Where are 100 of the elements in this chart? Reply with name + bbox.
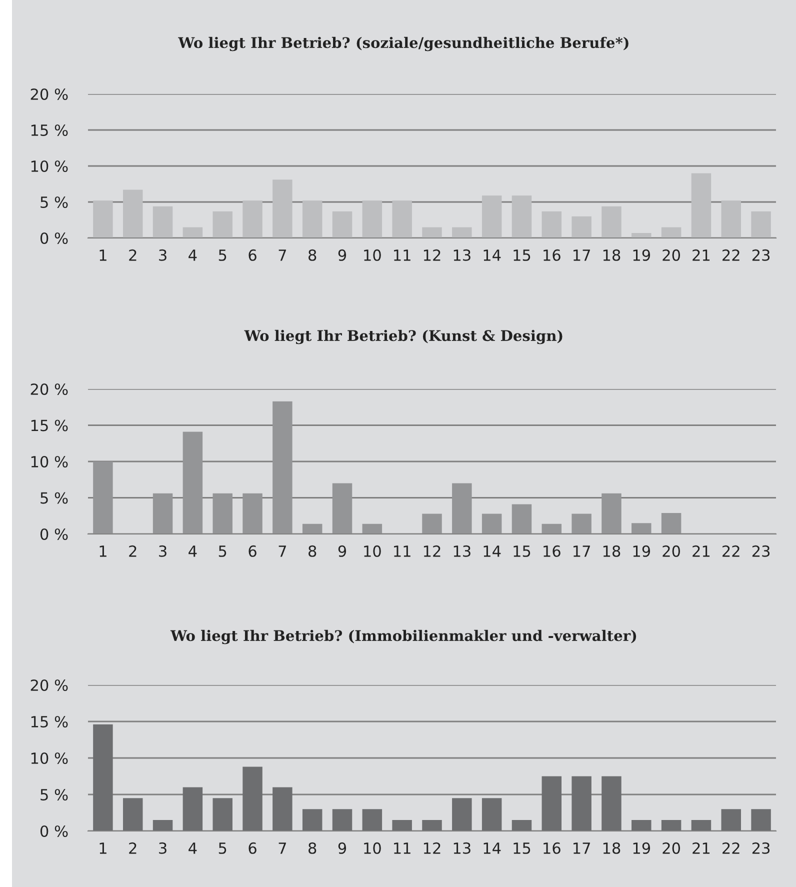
y-tick-label: 20 % [30, 88, 68, 100]
bar [212, 493, 232, 534]
x-tick-label: 15 [514, 546, 530, 557]
y-tick-label: 5 % [40, 196, 68, 208]
bar [422, 227, 442, 238]
bar [632, 523, 652, 534]
x-tick-label: 13 [454, 842, 470, 854]
bar [242, 200, 262, 238]
y-tick-label: 0 % [40, 232, 68, 244]
bar [482, 196, 502, 238]
x-tick-label: 5 [218, 842, 226, 854]
x-tick-label: 23 [752, 249, 770, 261]
bar [721, 809, 741, 831]
x-tick-label: 18 [603, 545, 620, 557]
x-tick-label: 21 [692, 842, 710, 854]
x-tick-label: 4 [188, 546, 197, 557]
bar [123, 190, 143, 238]
y-tick-label: 15 % [31, 420, 68, 432]
bar [332, 211, 352, 238]
bar [691, 173, 712, 238]
x-tick-label: 23 [752, 842, 770, 854]
x-tick-label: 6 [248, 842, 256, 854]
x-tick-label: 17 [574, 250, 590, 261]
chart-title: Wo liegt Ihr Betrieb? (Immobilienmakler und -verwalter) [170, 630, 636, 644]
bar [123, 798, 143, 831]
y-tick-label: 15 % [31, 716, 68, 728]
x-tick-label: 16 [544, 249, 560, 261]
x-tick-label: 12 [424, 249, 440, 261]
x-tick-label: 21 [692, 545, 710, 557]
x-tick-label: 3 [159, 842, 166, 854]
x-tick-label: 2 [129, 842, 136, 854]
bar [691, 820, 712, 831]
bar [542, 211, 562, 238]
bar [182, 432, 203, 534]
bar [272, 180, 292, 238]
bar [152, 493, 173, 534]
x-tick-label: 7 [278, 842, 286, 854]
x-tick-label: 9 [338, 545, 346, 557]
x-tick-label: 5 [218, 250, 226, 261]
x-tick-label: 19 [633, 842, 650, 854]
bar [572, 216, 592, 238]
bar [152, 206, 173, 238]
bar [93, 462, 113, 534]
bar [332, 809, 352, 831]
bar [152, 820, 173, 831]
x-tick-label: 9 [338, 249, 346, 261]
bar [602, 776, 622, 831]
bar [302, 200, 322, 238]
x-tick-label: 17 [574, 842, 590, 854]
bar [632, 232, 652, 238]
y-tick-label: 15 % [31, 124, 68, 136]
x-tick-label: 1 [100, 546, 106, 557]
x-tick-label: 10 [364, 249, 381, 261]
x-tick-label: 10 [364, 545, 381, 557]
x-tick-label: 16 [544, 842, 560, 854]
x-tick-label: 18 [603, 842, 620, 854]
x-tick-label: 1 [100, 250, 106, 261]
bar [422, 514, 442, 534]
x-tick-label: 6 [248, 545, 256, 557]
x-tick-label: 14 [484, 842, 501, 854]
x-tick-label: 5 [218, 546, 226, 557]
x-tick-label: 12 [424, 545, 440, 557]
x-tick-label: 2 [129, 545, 136, 557]
x-tick-label: 8 [308, 249, 316, 261]
y-tick-label: 10 % [31, 752, 68, 764]
bar [512, 820, 532, 831]
bar [602, 206, 622, 238]
bar [392, 200, 412, 238]
y-tick-label: 10 % [31, 160, 68, 172]
x-tick-label: 23 [752, 545, 770, 557]
bar [721, 200, 741, 238]
x-tick-label: 11 [394, 842, 410, 854]
x-tick-label: 16 [544, 545, 560, 557]
bar [212, 798, 232, 831]
bar [242, 766, 262, 831]
x-tick-label: 20 [662, 842, 680, 854]
y-tick-label: 0 % [40, 825, 68, 838]
bar [661, 512, 682, 534]
x-tick-label: 19 [633, 249, 650, 261]
x-tick-label: 8 [308, 545, 316, 557]
x-tick-label: 7 [278, 546, 286, 557]
x-tick-label: 14 [484, 546, 501, 557]
x-tick-label: 4 [188, 250, 197, 261]
x-tick-label: 15 [514, 250, 530, 261]
bar [751, 211, 771, 238]
bar [182, 227, 203, 238]
x-tick-label: 9 [338, 842, 346, 854]
bar [512, 504, 532, 534]
bar [93, 724, 113, 831]
x-tick-label: 6 [248, 249, 256, 261]
x-tick-label: 1 [100, 842, 106, 854]
y-tick-label: 20 % [30, 383, 68, 396]
x-tick-label: 21 [692, 249, 710, 261]
bar [452, 227, 472, 238]
chart-title: Wo liegt Ihr Betrieb? (soziale/gesundheitliche Berufe*) [178, 36, 628, 52]
bar [452, 798, 472, 831]
y-tick-label: 0 % [40, 528, 68, 540]
bar [482, 798, 502, 831]
bar [512, 196, 532, 238]
bar [182, 787, 203, 831]
